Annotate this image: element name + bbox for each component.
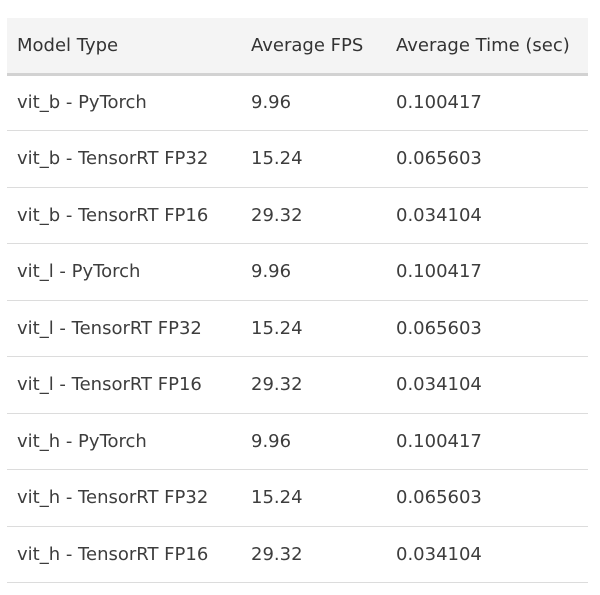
table-body: vit_b - PyTorch 9.96 0.100417 vit_b - Te… bbox=[7, 74, 588, 583]
cell-average-time: 0.065603 bbox=[386, 130, 588, 188]
cell-model-type: vit_l - TensorRT FP16 bbox=[7, 356, 241, 414]
table-row: vit_l - TensorRT FP16 29.32 0.034104 bbox=[7, 356, 588, 414]
table-row: vit_h - TensorRT FP16 29.32 0.034104 bbox=[7, 526, 588, 583]
cell-model-type: vit_h - TensorRT FP32 bbox=[7, 469, 241, 527]
cell-average-time: 0.065603 bbox=[386, 469, 588, 527]
cell-average-fps: 15.24 bbox=[241, 130, 386, 188]
cell-model-type: vit_h - PyTorch bbox=[7, 413, 241, 470]
benchmark-table: Model Type Average FPS Average Time (sec… bbox=[7, 18, 588, 583]
cell-average-fps: 9.96 bbox=[241, 74, 386, 131]
cell-average-fps: 29.32 bbox=[241, 187, 386, 244]
cell-average-fps: 29.32 bbox=[241, 526, 386, 583]
cell-model-type: vit_h - TensorRT FP16 bbox=[7, 526, 241, 583]
cell-average-time: 0.100417 bbox=[386, 74, 588, 131]
cell-average-fps: 9.96 bbox=[241, 243, 386, 301]
cell-model-type: vit_l - TensorRT FP32 bbox=[7, 300, 241, 357]
cell-average-fps: 15.24 bbox=[241, 469, 386, 527]
cell-model-type: vit_b - PyTorch bbox=[7, 74, 241, 131]
cell-model-type: vit_l - PyTorch bbox=[7, 243, 241, 301]
table-row: vit_b - TensorRT FP16 29.32 0.034104 bbox=[7, 187, 588, 244]
cell-average-time: 0.100417 bbox=[386, 243, 588, 301]
cell-average-time: 0.034104 bbox=[386, 526, 588, 583]
cell-average-fps: 15.24 bbox=[241, 300, 386, 357]
header-row: Model Type Average FPS Average Time (sec… bbox=[7, 18, 588, 76]
table-row: vit_b - TensorRT FP32 15.24 0.065603 bbox=[7, 130, 588, 188]
cell-average-fps: 29.32 bbox=[241, 356, 386, 414]
table-row: vit_b - PyTorch 9.96 0.100417 bbox=[7, 74, 588, 131]
table-row: vit_l - PyTorch 9.96 0.100417 bbox=[7, 243, 588, 301]
cell-average-time: 0.034104 bbox=[386, 356, 588, 414]
header-model-type: Model Type bbox=[7, 18, 241, 76]
cell-model-type: vit_b - TensorRT FP16 bbox=[7, 187, 241, 244]
table-header: Model Type Average FPS Average Time (sec… bbox=[7, 18, 588, 76]
table-row: vit_h - PyTorch 9.96 0.100417 bbox=[7, 413, 588, 470]
table-row: vit_h - TensorRT FP32 15.24 0.065603 bbox=[7, 469, 588, 527]
table-row: vit_l - TensorRT FP32 15.24 0.065603 bbox=[7, 300, 588, 357]
header-average-fps: Average FPS bbox=[241, 18, 386, 76]
cell-model-type: vit_b - TensorRT FP32 bbox=[7, 130, 241, 188]
cell-average-fps: 9.96 bbox=[241, 413, 386, 470]
cell-average-time: 0.034104 bbox=[386, 187, 588, 244]
cell-average-time: 0.100417 bbox=[386, 413, 588, 470]
benchmark-table-container: Model Type Average FPS Average Time (sec… bbox=[7, 18, 588, 583]
cell-average-time: 0.065603 bbox=[386, 300, 588, 357]
header-average-time: Average Time (sec) bbox=[386, 18, 588, 76]
